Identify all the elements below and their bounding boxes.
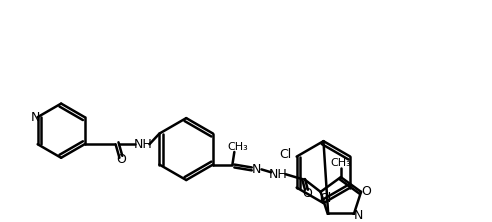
Text: N: N: [252, 163, 261, 176]
Text: Cl: Cl: [319, 192, 332, 205]
Text: N: N: [31, 111, 40, 124]
Text: N: N: [353, 209, 363, 222]
Text: CH₃: CH₃: [227, 142, 247, 152]
Text: O: O: [361, 185, 371, 198]
Text: Cl: Cl: [279, 148, 291, 161]
Text: NH: NH: [133, 138, 152, 151]
Text: NH: NH: [269, 168, 287, 181]
Text: O: O: [117, 153, 126, 166]
Text: CH₃: CH₃: [331, 158, 351, 168]
Text: O: O: [302, 187, 312, 200]
